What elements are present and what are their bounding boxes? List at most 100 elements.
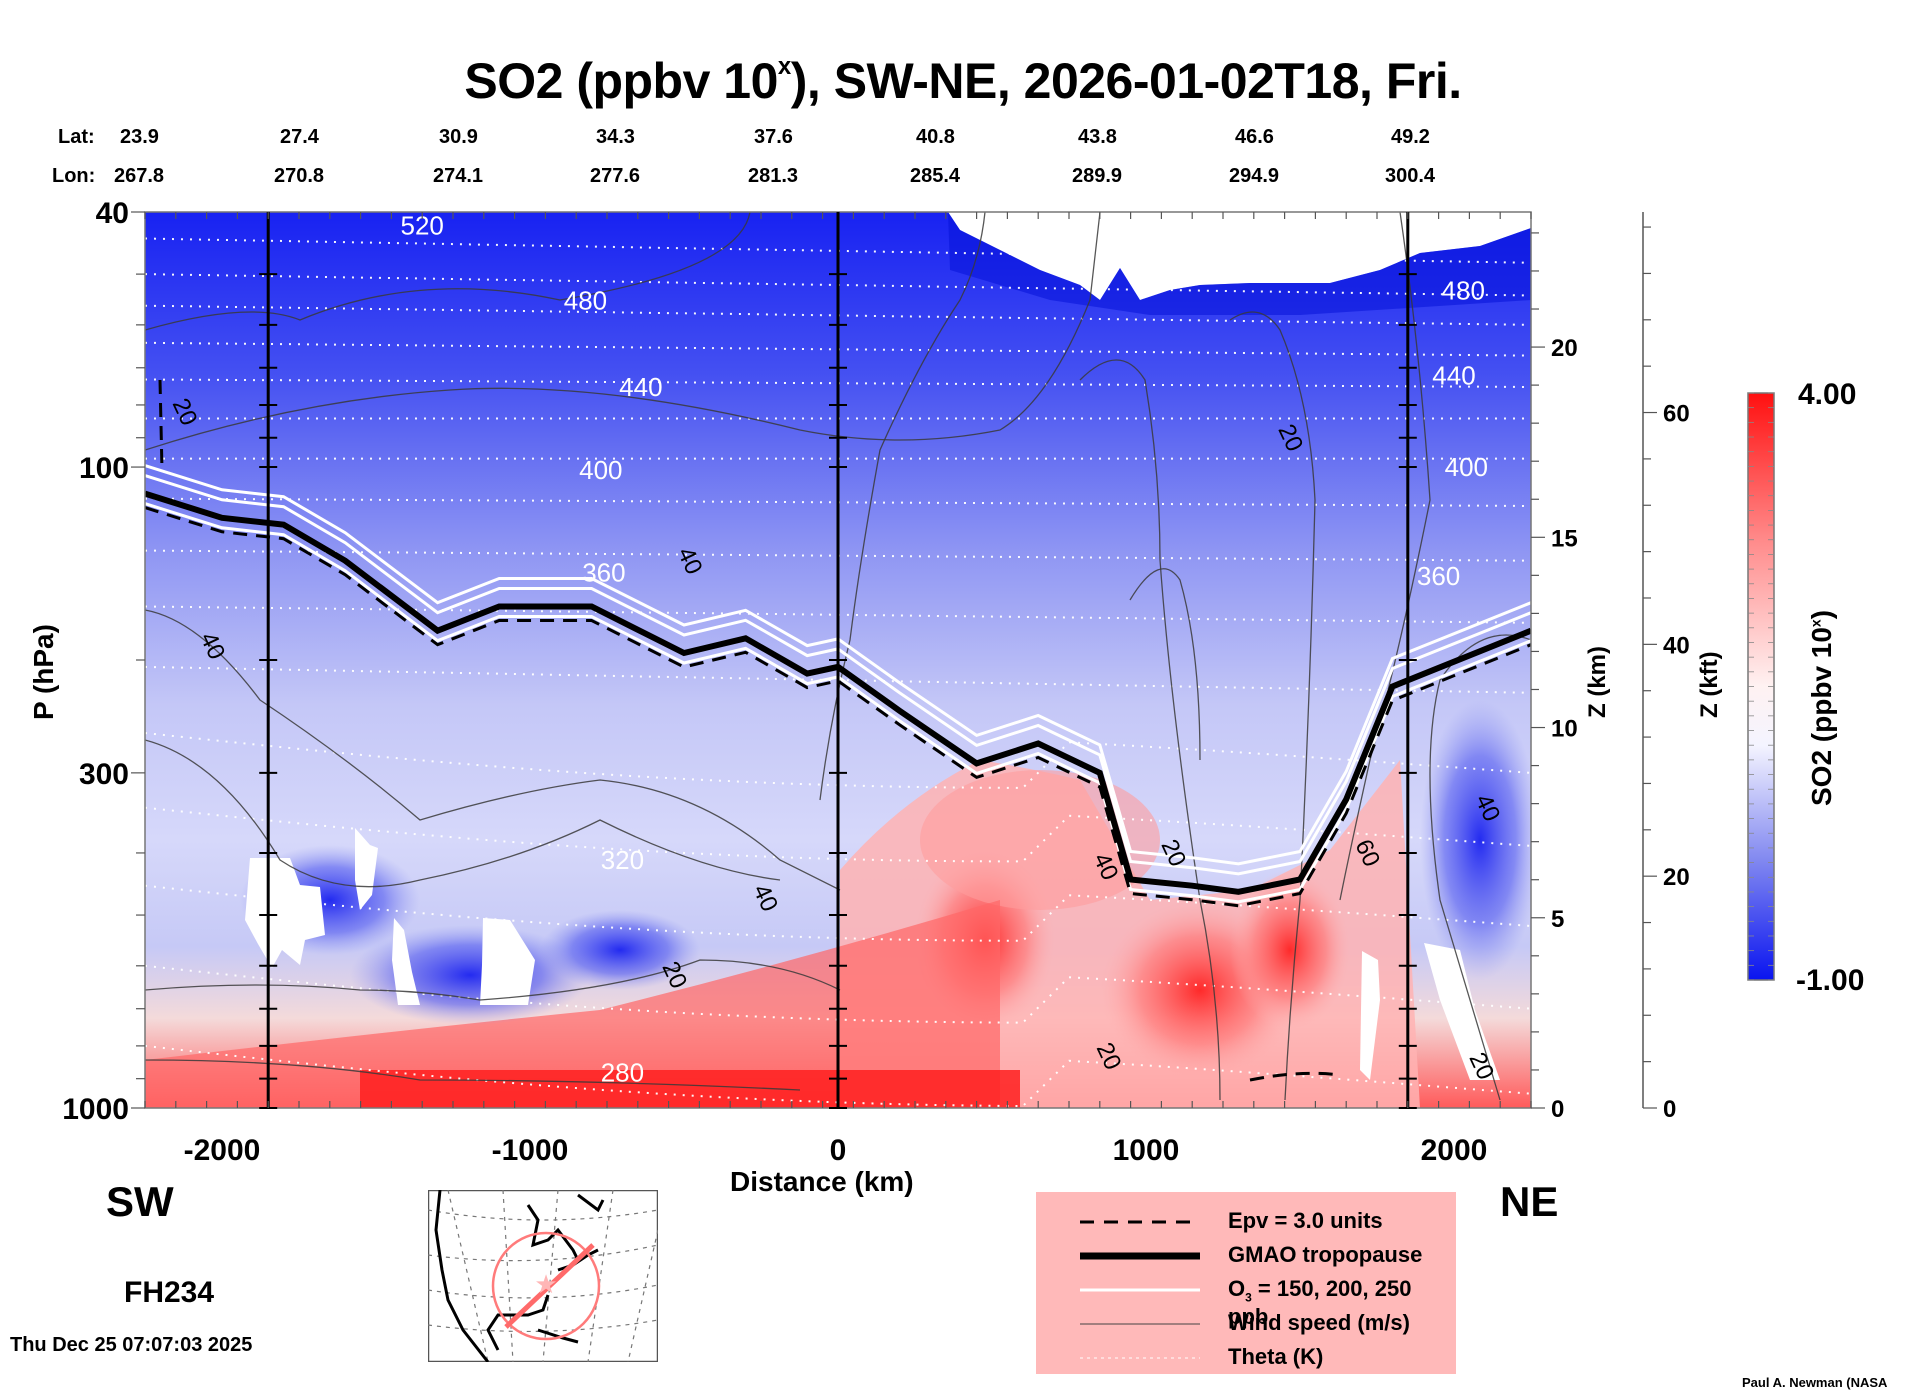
lat-value: 46.6	[1235, 126, 1274, 148]
forecast-hour: FH234	[124, 1276, 215, 1309]
ozone-contours	[145, 464, 1531, 904]
coastlines	[434, 1190, 605, 1362]
y-axis-label: P (hPa)	[28, 624, 59, 720]
ozone-contour	[145, 474, 1531, 876]
epv-contour	[1249, 1071, 1341, 1082]
epv-contour	[158, 379, 164, 471]
theta-label: 360	[1417, 561, 1460, 591]
z-km-tick-label: 15	[1551, 525, 1578, 552]
missing-data-patch	[1424, 943, 1500, 1080]
title-main: SO2 (ppbv 10	[464, 53, 778, 109]
ozone-sub: 3	[1245, 1290, 1252, 1305]
ozone-rest: = 150, 200, 250 ppb	[1228, 1276, 1412, 1330]
y-tick-label: 300	[79, 758, 129, 791]
theta-label: 360	[582, 557, 625, 587]
legend-label-wind: Wind speed (m/s)	[1228, 1310, 1410, 1335]
lat-value: 49.2	[1391, 126, 1430, 148]
lat-value: 43.8	[1078, 126, 1117, 148]
tropopause-line	[145, 490, 1531, 895]
ozone-contour	[145, 464, 1531, 866]
missing-data-top	[948, 212, 1531, 300]
missing-data-patch	[1360, 951, 1380, 1080]
x-tick-label: 0	[830, 1134, 847, 1167]
legend-label-ozone: O3 = 150, 200, 250 ppb	[1228, 1276, 1456, 1330]
lon-value: 274.1	[433, 165, 484, 187]
lon-value: 289.9	[1072, 165, 1123, 187]
x-tick-label: 1000	[1113, 1134, 1180, 1167]
wind-contour	[1229, 311, 1316, 1101]
y-axis-z-kft: 0 20 40 60	[1642, 212, 1690, 1123]
lon-row-label: Lon:	[52, 165, 96, 187]
direction-sw: SW	[106, 1178, 174, 1225]
theta-label: 280	[601, 1057, 644, 1087]
colorbar-label-rest: )	[1806, 609, 1837, 620]
so2-blue-core	[540, 910, 700, 990]
x-tick-label: -1000	[492, 1134, 569, 1167]
missing-data-patch	[480, 918, 535, 1005]
lat-value: 27.4	[280, 126, 319, 148]
lon-value: 300.4	[1385, 165, 1436, 187]
x-tick-label: -2000	[184, 1134, 261, 1167]
lat-value: 37.6	[754, 126, 793, 148]
so2-red-core	[1230, 870, 1350, 1030]
direction-ne: NE	[1500, 1178, 1559, 1225]
wind-contour	[145, 1059, 801, 1091]
y-tick-label: 40	[96, 197, 129, 230]
wind-contour	[1079, 359, 1221, 1101]
lon-value: 267.8	[114, 165, 165, 187]
inset-map: ★	[428, 1190, 658, 1362]
colorbar-label-sup: x	[1807, 619, 1824, 628]
legend-label-tropopause: GMAO tropopause	[1228, 1242, 1423, 1267]
center-star-icon: ★	[534, 1269, 557, 1299]
wind-contour	[145, 212, 751, 331]
so2-surface-red	[145, 900, 1000, 1108]
chart-title: SO2 (ppbv 10x), SW-NE, 2026-01-02T18, Fr…	[0, 52, 1926, 110]
lat-value: 40.8	[916, 126, 955, 148]
theta-label: 320	[601, 845, 644, 875]
ozone-contour	[145, 502, 1531, 904]
lon-value: 294.9	[1229, 165, 1280, 187]
lon-value: 270.8	[274, 165, 325, 187]
colorbar-min-label: -1.00	[1796, 964, 1865, 997]
lon-value: 277.6	[590, 165, 641, 187]
legend: Epv = 3.0 units GMAO tropopause O3 = 150…	[1036, 1192, 1456, 1374]
epv-contour	[145, 506, 1531, 908]
theta-label: 400	[579, 455, 622, 485]
wind-contour	[145, 739, 781, 888]
lat-value: 23.9	[120, 126, 159, 148]
z-km-tick-label: 20	[1551, 335, 1578, 362]
theta-label: 480	[1442, 275, 1485, 305]
theta-label: 400	[1445, 452, 1488, 482]
credit: Paul A. Newman (NASA	[1742, 1375, 1888, 1390]
colorbar-max-label: 4.00	[1798, 378, 1857, 411]
theta-label: 440	[619, 372, 662, 402]
so2-surface-red	[360, 1070, 1020, 1108]
range-circle	[491, 1231, 601, 1341]
z-kft-tick-label: 0	[1663, 1096, 1676, 1123]
x-axis: -2000 -1000 0 1000 2000	[144, 212, 1532, 1167]
y-tick-label: 100	[79, 452, 129, 485]
missing-data-patch	[392, 918, 420, 1005]
z-kft-tick-label: 20	[1663, 864, 1690, 891]
z-kft-tick-label: 60	[1663, 401, 1690, 428]
z-kft-axis-label: Z (kft)	[1696, 651, 1723, 718]
lat-value: 34.3	[596, 126, 635, 148]
colorbar-label-main: SO2 (ppbv 10	[1806, 627, 1837, 806]
so2-red-core	[920, 770, 1160, 910]
z-kft-tick-label: 40	[1663, 632, 1690, 659]
z-km-tick-label: 10	[1551, 716, 1578, 743]
y-axis-pressure: 40 100 300 1000	[62, 197, 145, 1126]
wind-contour	[145, 959, 841, 1001]
lon-value: 285.4	[910, 165, 961, 187]
lat-row-label: Lat:	[58, 126, 95, 148]
wind-contour	[145, 212, 1101, 451]
y-tick-label: 1000	[62, 1093, 129, 1126]
wind-contour	[1129, 568, 1201, 761]
colorbar-label: SO2 (ppbv 10x)	[1806, 610, 1838, 806]
epv-contours	[145, 379, 1531, 1082]
timestamp: Thu Dec 25 07:07:03 2025	[10, 1334, 253, 1356]
stratosphere-dark	[948, 212, 1531, 315]
transect-line	[504, 1243, 595, 1329]
title-rest: ), SW-NE, 2026-01-02T18, Fri.	[790, 53, 1462, 109]
ozone-o: O	[1228, 1276, 1246, 1301]
